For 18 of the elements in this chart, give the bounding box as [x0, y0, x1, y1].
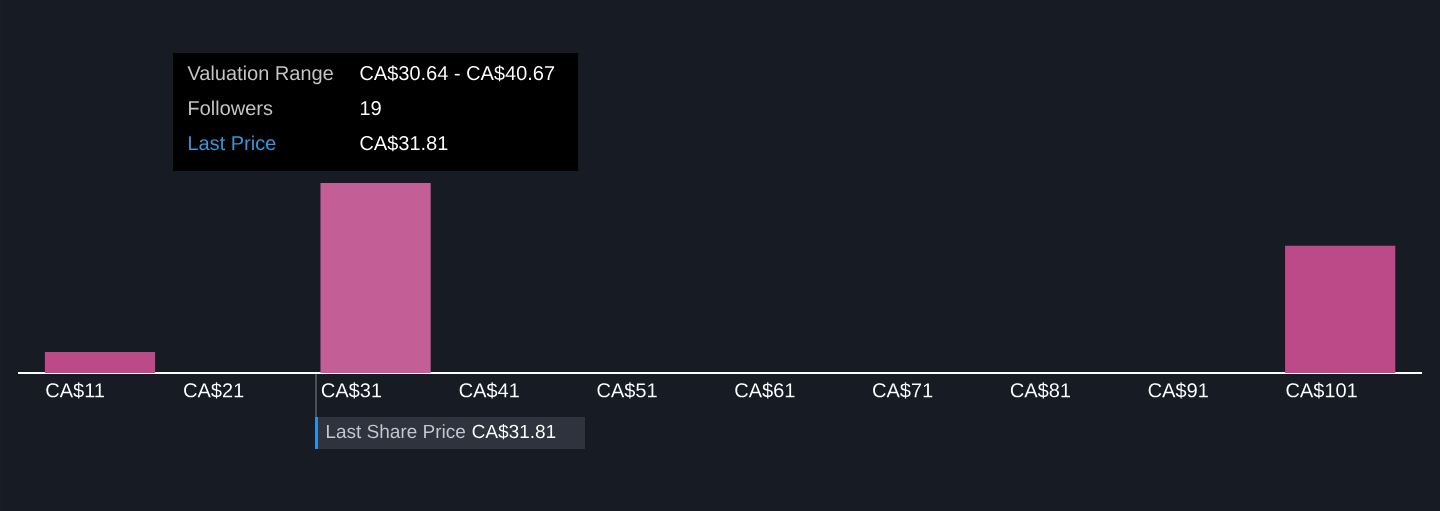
text: Last Price	[189, 135, 276, 151]
x-tick-label: CA$21	[184, 382, 244, 399]
x-tick-label: CA$11	[46, 382, 104, 399]
x-tick-label: CA$71	[873, 382, 933, 399]
x-tick-label: CA$31	[321, 382, 382, 399]
x-tick-label: CA$81	[1010, 382, 1071, 399]
text: 19	[360, 101, 381, 116]
text: Last Share Price	[326, 424, 465, 439]
x-tick-label: CA$101	[1286, 382, 1357, 399]
text: CA$31.81	[360, 135, 448, 152]
text: Valuation Range	[187, 65, 333, 85]
text: Followers	[189, 100, 273, 116]
text: CA$30.64 - CA$40.67	[360, 65, 555, 82]
text: CA$31.81	[472, 423, 556, 440]
x-tick-label: CA$41	[459, 382, 519, 399]
x-tick-label: CA$51	[597, 382, 657, 399]
x-tick-label: CA$91	[1148, 382, 1208, 399]
x-tick-label: CA$61	[735, 382, 795, 399]
